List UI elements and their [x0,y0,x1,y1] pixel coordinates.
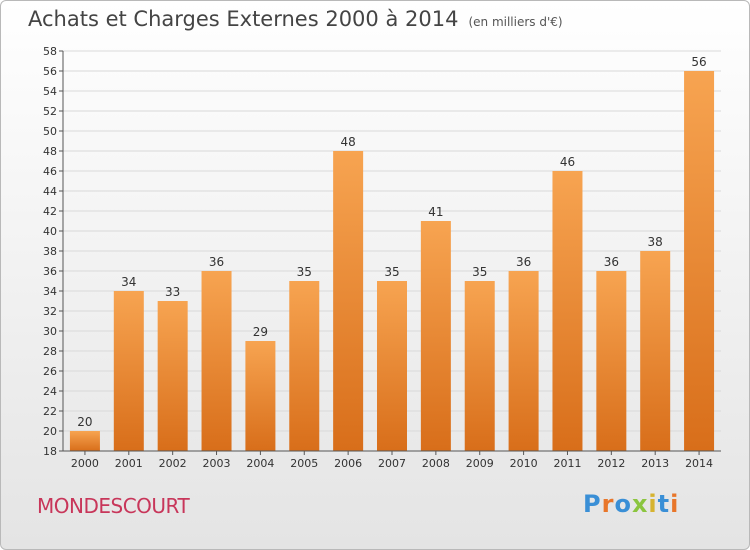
data-label: 35 [472,265,487,279]
bar [552,171,583,451]
data-label: 35 [384,265,399,279]
logo-letter: o [614,490,632,518]
x-tick-label: 2014 [685,457,713,470]
y-tick-label: 28 [43,345,57,358]
data-label: 34 [121,275,136,289]
data-label: 35 [297,265,312,279]
y-tick-label: 48 [43,145,57,158]
data-label: 46 [560,155,575,169]
y-tick-label: 32 [43,305,57,318]
data-label: 36 [209,255,224,269]
x-tick-label: 2011 [553,457,581,470]
y-tick-label: 56 [43,65,57,78]
x-tick-label: 2000 [71,457,99,470]
x-tick-label: 2006 [334,457,362,470]
x-tick-label: 2010 [510,457,538,470]
logo-letter: P [583,490,602,518]
y-tick-label: 24 [43,385,57,398]
y-tick-label: 54 [43,85,57,98]
y-tick-label: 44 [43,185,57,198]
data-label: 33 [165,285,180,299]
x-tick-label: 2003 [203,457,231,470]
data-label: 41 [428,205,443,219]
x-tick-label: 2013 [641,457,669,470]
bar [377,281,407,451]
data-label: 56 [691,55,706,69]
bar [640,251,671,451]
y-tick-label: 58 [43,45,57,58]
y-tick-label: 18 [43,445,57,458]
data-label: 20 [77,415,92,429]
y-tick-label: 46 [43,165,57,178]
chart-title: Achats et Charges Externes 2000 à 2014 [28,7,459,31]
bar [157,301,188,451]
data-label: 36 [516,255,531,269]
x-tick-label: 2008 [422,457,450,470]
bar [508,271,539,451]
x-tick-label: 2002 [159,457,187,470]
y-tick-label: 22 [43,405,57,418]
chart-subtitle: (en milliers d'€) [468,15,563,29]
data-label: 36 [604,255,619,269]
chart-title-row: Achats et Charges Externes 2000 à 2014 (e… [28,7,563,31]
x-tick-label: 2009 [466,457,494,470]
bar [69,431,100,451]
y-tick-label: 20 [43,425,57,438]
y-tick-label: 50 [43,125,57,138]
y-tick-label: 52 [43,105,57,118]
bar [289,281,320,451]
x-tick-label: 2012 [597,457,625,470]
logo-letter: x [631,490,649,518]
y-tick-label: 42 [43,205,57,218]
y-tick-label: 30 [43,325,57,338]
y-tick-label: 34 [43,285,57,298]
bar [201,271,232,451]
bar [464,281,495,451]
bar [596,271,627,451]
bar [420,221,451,451]
bar [245,341,276,451]
logo-letter: i [648,490,658,518]
data-label: 38 [648,235,663,249]
bar [684,71,715,451]
x-tick-label: 2001 [115,457,143,470]
bar [113,291,144,451]
y-tick-label: 38 [43,245,57,258]
logo-letter: r [601,490,615,518]
logo-letter: i [670,490,680,518]
y-tick-label: 36 [43,265,57,278]
commune-name: MONDESCOURT [37,494,190,518]
x-tick-label: 2007 [378,457,406,470]
data-label: 29 [253,325,268,339]
y-tick-label: 40 [43,225,57,238]
y-tick-label: 26 [43,365,57,378]
x-tick-label: 2004 [246,457,274,470]
x-tick-label: 2005 [290,457,318,470]
data-label: 48 [340,135,355,149]
bar [333,151,364,451]
proxiti-logo[interactable]: Proxiti [583,490,679,518]
logo-letter: t [657,490,671,518]
